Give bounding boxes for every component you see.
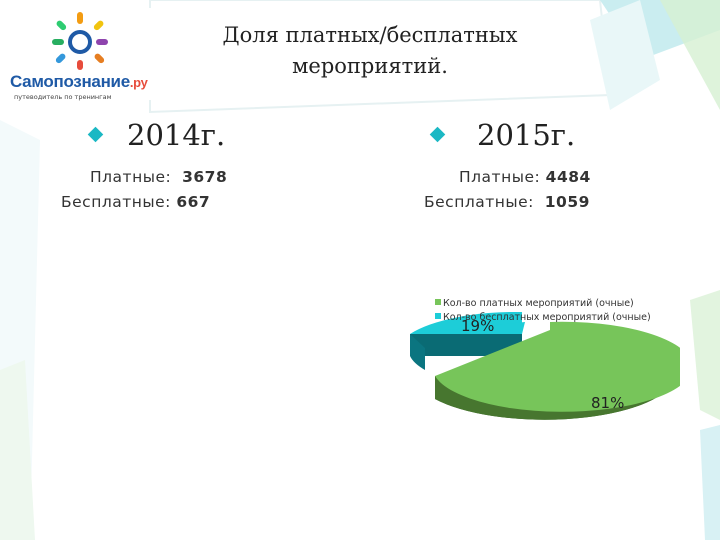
- sun-logo-icon: [52, 12, 108, 70]
- diamond-bullet-icon: [87, 126, 104, 142]
- stat-value: 1059: [544, 193, 590, 211]
- stat-value: 4484: [545, 168, 591, 186]
- slide-title: Доля платных/бесплатных мероприятий.: [190, 20, 550, 82]
- legend-swatch-free: [435, 313, 441, 319]
- stat-2015-paid: Платные: 4484: [459, 168, 591, 186]
- data-label-paid: 81%: [591, 394, 624, 412]
- stat-label: Бесплатные:: [424, 193, 534, 211]
- data-label-free: 19%: [461, 317, 494, 335]
- pie-slice-side: [410, 334, 522, 356]
- stat-2014-paid: Платные: 3678: [90, 168, 227, 186]
- samopoznanie-logo[interactable]: Самопознание.ру путеводитель по тренинга…: [8, 8, 153, 101]
- stat-2015-free: Бесплатные: 1059: [424, 193, 590, 211]
- year-2015-heading: 2015г.: [429, 118, 576, 152]
- pie-slice-side: [410, 334, 425, 370]
- year-2015-label: 2015г.: [477, 118, 576, 152]
- pie-slice-free-top: [410, 322, 525, 334]
- logo-tagline: путеводитель по тренингам: [14, 93, 112, 101]
- legend-label-paid: Кол-во платных мероприятий (очные): [443, 298, 634, 309]
- legend-label-free: Кол-во бесплатных мероприятий (очные): [443, 312, 651, 323]
- slide-title-line-2: мероприятий.: [292, 54, 448, 78]
- logo-domain: .ру: [129, 75, 148, 90]
- year-2014-label: 2014г.: [127, 118, 226, 152]
- year-2014-heading: 2014г.: [87, 118, 226, 152]
- pie-slice-paid: [435, 321, 680, 412]
- slide-title-line-1: Доля платных/бесплатных: [222, 23, 518, 47]
- stat-label: Бесплатные:: [61, 193, 171, 211]
- legend-swatch-paid: [435, 299, 441, 305]
- logo-wordmark: Самопознание.ру: [10, 72, 148, 91]
- stat-label: Платные:: [459, 168, 541, 186]
- stat-label: Платные:: [90, 168, 172, 186]
- stat-2014-free: Бесплатные: 667: [61, 193, 210, 211]
- diamond-bullet-icon: [429, 126, 446, 142]
- stat-value: 3678: [182, 168, 228, 186]
- stat-value: 667: [176, 193, 211, 211]
- pie-chart: Кол-во платных мероприятий (очные) Кол-в…: [410, 298, 680, 420]
